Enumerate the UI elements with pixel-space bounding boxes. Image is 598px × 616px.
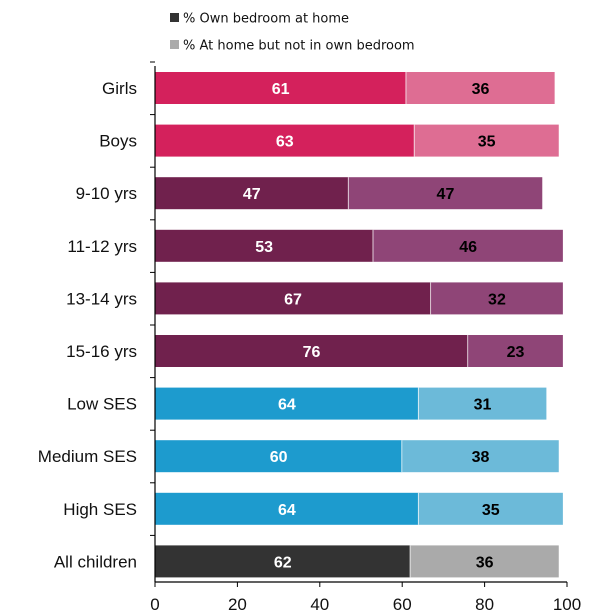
x-tick-label-60: 60 bbox=[393, 595, 412, 614]
value-label-13-14-yrs-series-1: 67 bbox=[284, 291, 302, 308]
value-label-girls-series-2: 36 bbox=[472, 81, 490, 98]
value-label-9-10-yrs-series-2: 47 bbox=[437, 186, 455, 203]
bar-high-ses-series-2 bbox=[418, 492, 563, 525]
category-label-11-12-yrs: 11-12 yrs bbox=[67, 237, 137, 256]
bar-13-14-yrs-series-2 bbox=[431, 282, 563, 315]
value-label-low-ses-series-1: 64 bbox=[278, 397, 296, 414]
bar-15-16-yrs-series-2 bbox=[468, 335, 563, 367]
value-label-13-14-yrs-series-2: 32 bbox=[488, 291, 506, 308]
bar-11-12-yrs-series-2 bbox=[373, 229, 563, 262]
legend-label-2: % At home but not in own bedroom bbox=[183, 39, 415, 54]
value-label-11-12-yrs-series-1: 53 bbox=[255, 239, 273, 256]
value-label-9-10-yrs-series-1: 47 bbox=[243, 186, 261, 203]
value-label-all-children-series-1: 62 bbox=[274, 554, 292, 571]
bar-11-12-yrs-series-1 bbox=[155, 229, 374, 262]
bar-9-10-yrs-series-2 bbox=[348, 177, 543, 210]
category-label-13-14-yrs: 13-14 yrs bbox=[66, 289, 137, 308]
value-label-boys-series-2: 35 bbox=[478, 134, 496, 151]
bar-boys-series-2 bbox=[414, 124, 559, 157]
bar-low-ses-series-2 bbox=[418, 387, 547, 420]
value-label-boys-series-1: 63 bbox=[276, 134, 294, 151]
value-label-all-children-series-2: 36 bbox=[476, 554, 494, 571]
bar-girls-series-2 bbox=[406, 72, 555, 104]
value-label-low-ses-series-2: 31 bbox=[474, 397, 492, 414]
x-tick-label-20: 20 bbox=[228, 595, 247, 614]
bar-low-ses-series-1 bbox=[155, 387, 419, 420]
bar-girls-series-1 bbox=[155, 72, 407, 104]
bar-all-children-series-1 bbox=[155, 545, 411, 578]
x-tick-label-0: 0 bbox=[150, 595, 159, 614]
x-tick-label-80: 80 bbox=[475, 595, 494, 614]
x-tick-label-100: 100 bbox=[553, 595, 581, 614]
value-label-high-ses-series-2: 35 bbox=[482, 502, 500, 519]
bar-high-ses-series-1 bbox=[155, 492, 419, 525]
bar-boys-series-1 bbox=[155, 124, 415, 157]
bar-13-14-yrs-series-1 bbox=[155, 282, 432, 315]
category-label-boys: Boys bbox=[99, 132, 137, 151]
legend: % Own bedroom at home % At home but not i… bbox=[170, 12, 415, 54]
legend-label-1: % Own bedroom at home bbox=[183, 12, 349, 27]
axes: Girls Boys 9-10 yrs 11-12 yrs 13-14 yrs 15-16… bbox=[38, 61, 581, 614]
category-label-medium-ses: Medium SES bbox=[38, 447, 137, 466]
legend-swatch-2 bbox=[170, 40, 179, 49]
value-label-15-16-yrs-series-1: 76 bbox=[303, 344, 321, 361]
category-label-girls: Girls bbox=[102, 79, 137, 98]
value-label-15-16-yrs-series-2: 23 bbox=[507, 344, 525, 361]
bar-medium-ses-series-1 bbox=[155, 440, 403, 473]
category-label-15-16-yrs: 15-16 yrs bbox=[66, 342, 137, 361]
value-label-girls-series-1: 61 bbox=[272, 81, 290, 98]
x-tick-label-40: 40 bbox=[310, 595, 329, 614]
value-label-11-12-yrs-series-2: 46 bbox=[459, 239, 477, 256]
bar-medium-ses-series-2 bbox=[402, 440, 559, 473]
category-label-high-ses: High SES bbox=[63, 500, 137, 519]
bar-all-children-series-2 bbox=[410, 545, 559, 578]
bar-9-10-yrs-series-1 bbox=[155, 177, 349, 210]
bars: 61 36 63 35 47 47 53 46 67 32 76 23 64 31 60 38 64 35 62 36 bbox=[155, 72, 563, 578]
bar-15-16-yrs-series-1 bbox=[155, 335, 469, 367]
legend-swatch-1 bbox=[170, 13, 179, 22]
value-label-high-ses-series-1: 64 bbox=[278, 502, 296, 519]
value-label-medium-ses-series-2: 38 bbox=[472, 449, 490, 466]
value-label-medium-ses-series-1: 60 bbox=[270, 449, 288, 466]
category-label-9-10-yrs: 9-10 yrs bbox=[76, 184, 137, 203]
category-label-all-children: All children bbox=[54, 552, 137, 571]
category-label-low-ses: Low SES bbox=[67, 395, 137, 414]
